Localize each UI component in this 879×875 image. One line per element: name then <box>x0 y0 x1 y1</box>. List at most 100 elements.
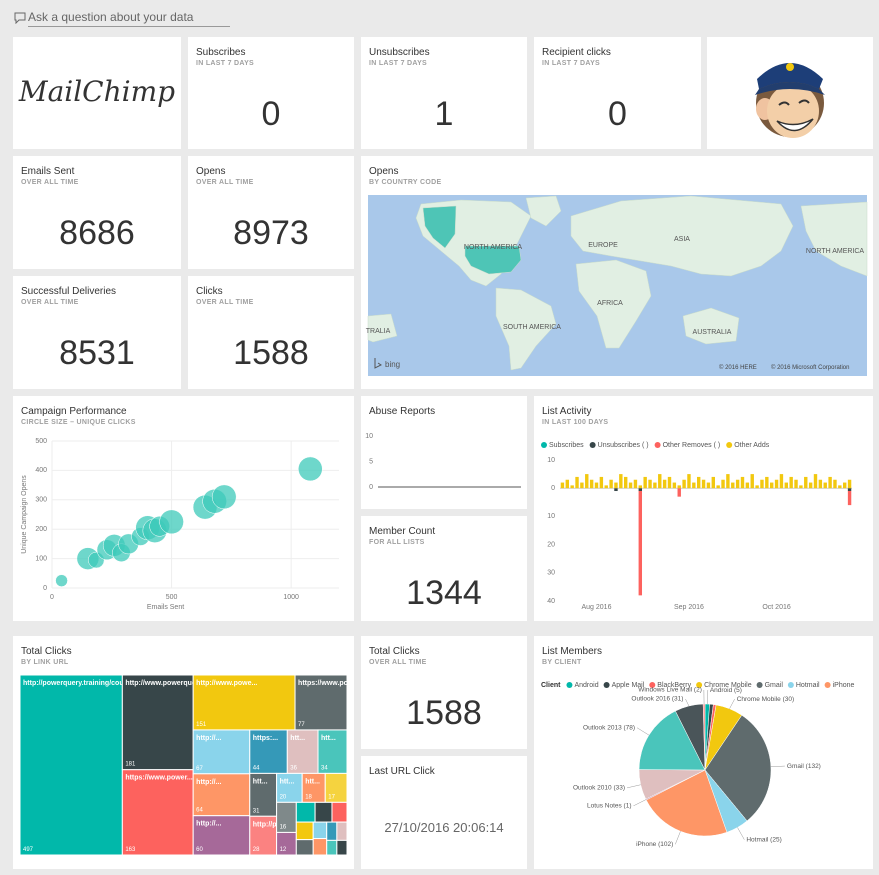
bar <box>833 479 837 489</box>
treemap-label: https://www.power... <box>125 775 192 782</box>
legend-title: Client <box>541 682 561 689</box>
treemap-value: 17 <box>328 794 335 800</box>
treemap-tile <box>192 729 251 775</box>
legend-marker <box>824 682 831 688</box>
bar <box>682 479 686 489</box>
map-label: ASIA <box>674 236 690 243</box>
treemap-label: htt... <box>305 778 320 785</box>
treemap-label: htt... <box>280 778 295 785</box>
bar <box>799 485 803 489</box>
x-tick-label: Sep 2016 <box>674 604 704 611</box>
map-land <box>682 307 740 345</box>
treemap-label: http://... <box>196 821 221 828</box>
tile-subtitle: BY COUNTRY CODE <box>369 179 442 186</box>
map-label: TRALIA <box>365 328 391 335</box>
card-tile[interactable]: Member Count FOR ALL LISTS 1344 <box>361 516 527 621</box>
monkey-tile[interactable] <box>707 37 873 149</box>
card-tile[interactable]: Opens OVER ALL TIME 8973 <box>188 156 354 269</box>
leader-line <box>675 831 681 845</box>
card-tile[interactable]: Total Clicks OVER ALL TIME 1588 <box>361 636 527 749</box>
bar <box>696 476 701 489</box>
pie-slice <box>704 714 772 822</box>
slice-label: Outlook 2016 (31) <box>631 696 683 703</box>
y-axis-label: Unique Campaign Opens <box>21 475 28 554</box>
map: bing © 2016 HERE © 2016 Microsoft Corporat… <box>367 195 868 376</box>
map-tile[interactable]: bing © 2016 HERE © 2016 Microsoft Corporat… <box>361 156 873 389</box>
bar <box>619 474 623 489</box>
bar <box>818 479 823 489</box>
leader-line <box>636 727 650 736</box>
map-label: AUSTRALIA <box>692 329 732 336</box>
x-tick-label: 500 <box>166 594 178 601</box>
tile-title: Unsubscribes <box>369 47 430 58</box>
tile-title: Last URL Click <box>369 766 435 777</box>
leader-line <box>685 698 690 707</box>
treemap-tile <box>121 769 194 856</box>
logo-tile[interactable]: MailChimp <box>13 37 181 149</box>
slice-label: Outlook 2010 (33) <box>573 785 625 792</box>
tile-title: Successful Deliveries <box>21 286 117 297</box>
map-label: NORTH AMERICA <box>805 248 865 255</box>
bar <box>575 476 579 489</box>
bar <box>638 491 643 596</box>
map-label: NORTH AMERICA <box>463 244 523 251</box>
card-tile[interactable]: Unsubscribes IN LAST 7 DAYS 1 <box>361 37 527 149</box>
line-tile[interactable]: 0 5 10 Abuse Reports <box>361 396 527 509</box>
treemap-label: http://www.powe... <box>196 680 257 687</box>
y-tick-label: 40 <box>547 598 555 605</box>
y-tick-label: 300 <box>35 497 47 504</box>
leader-line <box>633 799 647 807</box>
monkey-logo <box>755 63 825 138</box>
card-tile[interactable]: Successful Deliveries OVER ALL TIME 8531 <box>13 276 181 389</box>
card-tile[interactable]: Recipient clicks IN LAST 7 DAYS 0 <box>534 37 701 149</box>
card-tile[interactable]: Emails Sent OVER ALL TIME 8686 <box>13 156 181 269</box>
scatter-tile[interactable]: 0 100 200 300 400 500 0 500 1000 Emails Sent Uniqu… <box>13 396 354 621</box>
legend-label: Other Adds <box>734 442 770 449</box>
tile-subtitle: IN LAST 7 DAYS <box>369 60 428 67</box>
tile-title: Abuse Reports <box>369 406 436 417</box>
bar <box>745 482 750 489</box>
legend-marker <box>649 682 656 688</box>
bar <box>653 482 657 489</box>
treemap-label: https:... <box>253 735 278 742</box>
bar <box>623 476 628 489</box>
y-tick-label: 100 <box>35 555 47 562</box>
y-tick-label: 30 <box>547 570 555 577</box>
map-land <box>495 287 557 371</box>
bar <box>599 476 604 489</box>
tile-subtitle: IN LAST 7 DAYS <box>196 60 255 67</box>
x-tick-label: 1000 <box>283 594 299 601</box>
bing-icon <box>374 358 382 369</box>
card-value: 1588 <box>233 334 309 372</box>
legend-label: Subscribes <box>549 442 584 449</box>
legend-marker <box>787 682 794 688</box>
treemap-label: http://www.powerquery.training/pa... <box>125 680 245 687</box>
treemap-value: 151 <box>196 722 207 728</box>
bubble <box>55 574 68 587</box>
bar <box>760 479 764 489</box>
tile-title: Member Count <box>369 526 436 537</box>
card-tile[interactable]: Subscribes IN LAST 7 DAYS 0 <box>188 37 354 149</box>
bar <box>784 482 789 489</box>
map-land <box>800 201 868 277</box>
bar <box>847 488 852 492</box>
card-tile[interactable]: Last URL Click 27/10/2016 20:06:14 <box>361 756 527 869</box>
treemap-tile[interactable]: http://powerquery.training/course 497 http… <box>13 636 354 869</box>
bar <box>648 479 652 489</box>
bar <box>755 485 759 489</box>
bar <box>638 485 643 489</box>
bar-tile[interactable]: 10 0 10 20 30 40 Subscribes Unsubscribes ( ) Oth… <box>534 396 873 621</box>
bar <box>842 482 847 489</box>
card-tile[interactable]: Clicks OVER ALL TIME 1588 <box>188 276 354 389</box>
x-tick-label: Oct 2016 <box>762 604 791 611</box>
card-value: 27/10/2016 20:06:14 <box>384 820 504 835</box>
bubble <box>159 509 184 535</box>
legend-label: iPhone <box>833 682 855 689</box>
qna-box[interactable]: Ask a question about your data <box>14 8 234 28</box>
legend-label: Other Removes ( ) <box>663 442 721 449</box>
bar <box>711 476 716 489</box>
y-tick-label: 10 <box>547 513 555 520</box>
leader-line <box>626 784 641 789</box>
pie-tile[interactable]: Client Android Apple Mail BlackBerry Chrome … <box>534 636 873 869</box>
treemap-label: htt... <box>321 735 336 742</box>
